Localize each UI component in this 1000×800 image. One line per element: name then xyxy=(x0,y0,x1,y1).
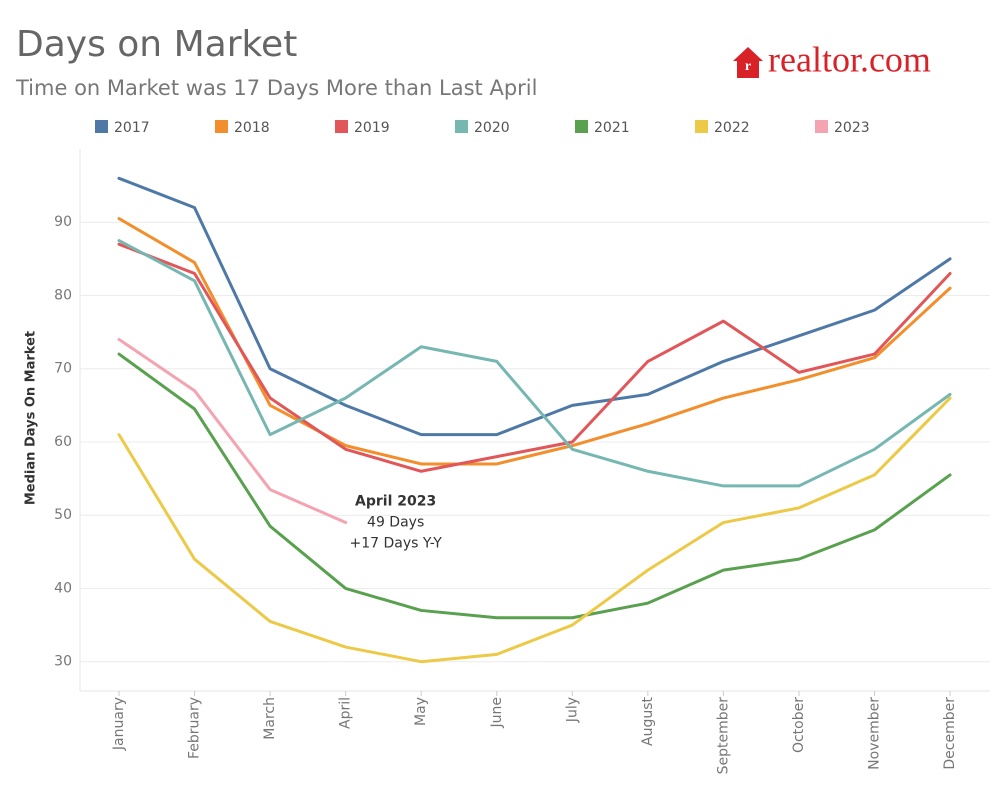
legend-swatch xyxy=(575,120,588,133)
legend-swatch xyxy=(95,120,108,133)
chart-title: Days on Market xyxy=(16,24,297,65)
y-tick-label: 80 xyxy=(54,287,72,303)
x-tick-label: April xyxy=(338,697,354,729)
x-tick-label: October xyxy=(791,697,807,753)
legend-swatch xyxy=(455,120,468,133)
legend-swatch xyxy=(335,120,348,133)
x-tick-label: January xyxy=(111,697,127,751)
x-tick-label: June xyxy=(489,697,505,729)
x-tick-label: July xyxy=(564,697,580,723)
legend-label: 2018 xyxy=(234,120,270,136)
annotation: +17 Days Y-Y xyxy=(350,536,443,552)
x-tick-label: May xyxy=(413,697,429,726)
legend-swatch xyxy=(695,120,708,133)
logo-icon: r xyxy=(733,47,763,78)
x-tick-label: March xyxy=(262,697,278,740)
y-tick-label: 40 xyxy=(54,580,72,596)
legend-label: 2019 xyxy=(354,120,390,136)
annotation: 49 Days xyxy=(367,515,424,531)
line-series xyxy=(117,337,348,525)
x-tick-label: August xyxy=(640,696,656,746)
legend-label: 2023 xyxy=(834,120,870,136)
y-tick-label: 60 xyxy=(54,434,72,450)
annotation: April 2023 xyxy=(355,494,436,510)
svg-text:r: r xyxy=(745,59,751,74)
chart-subtitle: Time on Market was 17 Days More than Las… xyxy=(15,76,537,100)
x-tick-label: December xyxy=(942,697,958,770)
legend-swatch xyxy=(815,120,828,133)
y-tick-label: 30 xyxy=(54,654,72,670)
legend-label: 2022 xyxy=(714,120,750,136)
y-tick-label: 50 xyxy=(54,507,72,523)
legend-label: 2020 xyxy=(474,120,510,136)
y-tick-label: 70 xyxy=(54,361,72,377)
x-tick-label: September xyxy=(715,697,731,775)
logo-text: realtor.com xyxy=(768,39,931,79)
legend-swatch xyxy=(215,120,228,133)
x-tick-label: November xyxy=(867,697,883,770)
y-tick-label: 90 xyxy=(54,214,72,230)
line-series xyxy=(117,239,952,488)
y-axis-label: Median Days On Market xyxy=(24,331,39,505)
line-series xyxy=(117,352,952,620)
line-series xyxy=(117,217,952,466)
line-series xyxy=(117,242,952,473)
legend-label: 2017 xyxy=(114,120,150,136)
line-series xyxy=(117,176,952,437)
line-series xyxy=(117,396,952,664)
legend-label: 2021 xyxy=(594,120,630,136)
x-tick-label: February xyxy=(187,697,203,759)
